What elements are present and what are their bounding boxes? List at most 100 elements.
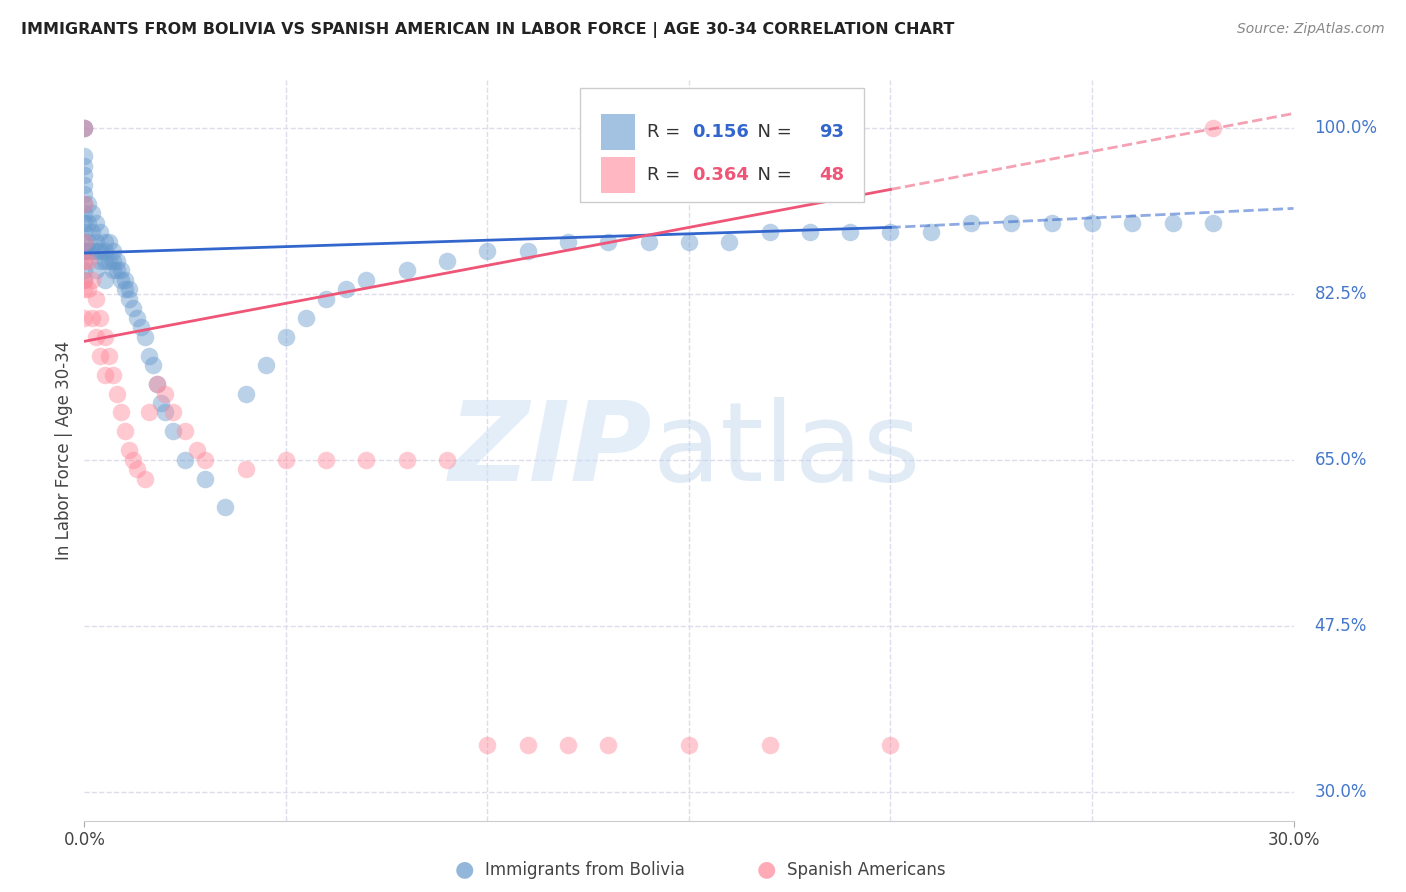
Point [138,349,160,363]
Point [1161,216,1184,230]
Point [678,738,700,752]
Point [110,405,132,419]
Point [557,235,579,249]
Point [73,244,96,259]
Point [295,310,318,325]
Point [118,292,141,306]
Point [73,187,96,202]
Point [73,244,96,259]
Text: ●: ● [454,860,474,880]
Point [110,272,132,286]
Point [214,500,236,515]
Point [125,462,148,476]
Point [134,472,156,486]
Point [73,216,96,230]
Point [73,149,96,163]
Point [101,253,124,268]
Point [73,244,96,259]
Point [73,178,96,192]
Text: IMMIGRANTS FROM BOLIVIA VS SPANISH AMERICAN IN LABOR FORCE | AGE 30-34 CORRELATI: IMMIGRANTS FROM BOLIVIA VS SPANISH AMERI… [21,22,955,38]
Point [105,263,128,277]
Point [598,738,620,752]
Point [146,377,169,392]
Point [77,282,100,296]
Point [73,235,96,249]
Point [105,386,128,401]
Point [105,253,128,268]
Point [637,235,659,249]
Point [73,272,96,286]
Point [93,329,115,343]
Point [73,253,96,268]
Point [73,253,96,268]
Point [335,282,357,296]
Point [114,425,136,439]
Point [73,244,96,259]
Text: N =: N = [745,166,797,184]
Text: 47.5%: 47.5% [1315,617,1367,635]
Point [118,282,141,296]
Point [73,244,96,259]
Point [1040,216,1063,230]
Point [162,425,184,439]
Point [73,120,96,135]
Point [110,263,132,277]
Point [879,225,901,239]
Point [718,235,741,249]
Point [73,168,96,182]
Point [89,349,111,363]
Point [1202,120,1225,135]
Point [73,159,96,173]
Text: 48: 48 [820,166,845,184]
Point [93,244,115,259]
Point [920,225,942,239]
Point [86,244,108,259]
Point [86,216,108,230]
FancyBboxPatch shape [581,87,865,202]
Point [142,358,165,372]
Point [97,253,120,268]
Point [356,272,378,286]
Point [114,282,136,296]
Point [125,310,148,325]
Point [194,453,217,467]
Text: R =: R = [647,166,686,184]
Point [77,196,100,211]
Point [101,368,124,382]
Point [82,244,104,259]
Point [73,282,96,296]
Point [477,244,499,259]
Point [73,120,96,135]
Point [194,472,217,486]
Point [101,244,124,259]
Text: Source: ZipAtlas.com: Source: ZipAtlas.com [1237,22,1385,37]
Point [73,196,96,211]
Point [82,225,104,239]
Point [86,235,108,249]
Point [93,368,115,382]
Point [146,377,169,392]
Point [89,244,111,259]
Point [121,453,143,467]
Point [73,196,96,211]
Point [839,225,862,239]
Point [97,235,120,249]
Point [1000,216,1022,230]
Point [89,253,111,268]
Point [274,329,297,343]
Point [134,329,156,343]
Point [73,235,96,249]
Point [97,349,120,363]
Text: 30.0%: 30.0% [1315,783,1367,801]
Point [960,216,983,230]
Point [1202,216,1225,230]
Text: 100.0%: 100.0% [1315,119,1378,136]
Point [879,738,901,752]
Point [129,320,152,334]
Point [516,244,538,259]
Point [186,443,208,458]
Point [516,738,538,752]
Point [678,235,700,249]
Text: ●: ● [756,860,776,880]
Text: atlas: atlas [652,397,921,504]
